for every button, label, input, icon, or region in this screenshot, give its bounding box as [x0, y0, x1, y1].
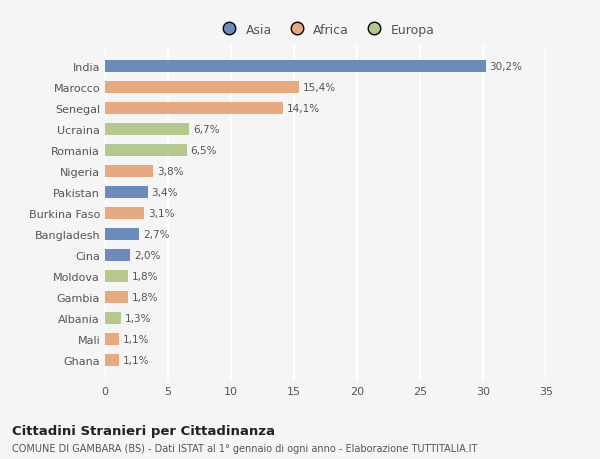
Text: 14,1%: 14,1% [286, 104, 320, 114]
Legend: Asia, Africa, Europa: Asia, Africa, Europa [212, 19, 439, 42]
Bar [105, 333, 119, 345]
Text: 6,5%: 6,5% [191, 146, 217, 156]
Bar [105, 250, 130, 261]
Text: 3,1%: 3,1% [148, 208, 175, 218]
Bar [105, 82, 299, 94]
Bar [105, 187, 148, 198]
Text: 1,8%: 1,8% [131, 292, 158, 302]
Text: 6,7%: 6,7% [193, 125, 220, 134]
Bar [105, 207, 144, 219]
Bar [105, 124, 190, 135]
Bar [105, 61, 485, 73]
Bar [105, 166, 153, 177]
Bar [105, 291, 128, 303]
Bar [105, 313, 121, 324]
Text: Cittadini Stranieri per Cittadinanza: Cittadini Stranieri per Cittadinanza [12, 424, 275, 437]
Text: 2,7%: 2,7% [143, 230, 169, 239]
Bar [105, 229, 139, 240]
Text: 15,4%: 15,4% [303, 83, 336, 93]
Bar [105, 270, 128, 282]
Text: 1,1%: 1,1% [122, 355, 149, 365]
Text: 3,4%: 3,4% [152, 188, 178, 197]
Bar [105, 145, 187, 157]
Text: 1,1%: 1,1% [122, 334, 149, 344]
Text: 2,0%: 2,0% [134, 250, 160, 260]
Text: COMUNE DI GAMBARA (BS) - Dati ISTAT al 1° gennaio di ogni anno - Elaborazione TU: COMUNE DI GAMBARA (BS) - Dati ISTAT al 1… [12, 443, 478, 453]
Text: 1,8%: 1,8% [131, 271, 158, 281]
Text: 30,2%: 30,2% [490, 62, 523, 72]
Bar [105, 354, 119, 366]
Bar [105, 103, 283, 114]
Text: 3,8%: 3,8% [157, 167, 183, 177]
Text: 1,3%: 1,3% [125, 313, 152, 323]
